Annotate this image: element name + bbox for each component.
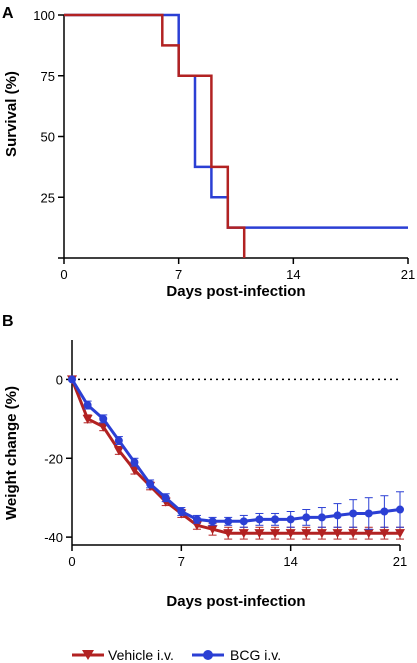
- legend-marker-triangle: [82, 650, 94, 660]
- weight-point-bcg: [177, 507, 186, 516]
- weight-point-vehicle: [316, 529, 327, 539]
- weight-point-vehicle: [332, 529, 343, 539]
- weight-point-vehicle: [270, 529, 281, 539]
- weight-point-vehicle: [363, 529, 374, 539]
- weight-point-vehicle: [238, 529, 249, 539]
- survival-line-bcg: [64, 13, 408, 229]
- weight-point-bcg: [286, 515, 295, 524]
- weight-line-bcg: [70, 378, 401, 523]
- weight-series-bcg: [68, 375, 404, 530]
- weight-point-bcg: [146, 479, 155, 488]
- weight-point-vehicle: [379, 529, 390, 539]
- survival-ticks: 0 7 14 21 25 50 75 100: [33, 8, 415, 282]
- weight-point-bcg: [317, 513, 326, 522]
- weight-point-vehicle: [113, 446, 124, 456]
- weight-line-vehicle: [70, 378, 400, 535]
- survival-y-axis-label: Survival (%): [3, 71, 20, 157]
- weight-x-tick-label: 7: [178, 554, 185, 569]
- weight-point-bcg: [68, 375, 76, 384]
- legend-label-bcg: BCG i.v.: [230, 647, 281, 663]
- weight-point-vehicle: [301, 529, 312, 539]
- survival-axes: [63, 15, 408, 259]
- weight-point-vehicle: [348, 529, 359, 539]
- weight-axes: [71, 340, 400, 546]
- weight-point-vehicle: [223, 529, 234, 539]
- weight-chart: B Days post-infection Weight change (%) …: [2, 313, 407, 610]
- weight-y-tick-label: 0: [56, 372, 63, 387]
- survival-series: [64, 13, 408, 258]
- weight-point-bcg: [302, 513, 311, 522]
- weight-point-bcg: [333, 511, 342, 520]
- weight-point-bcg: [192, 515, 201, 524]
- survival-x-tick-label: 0: [60, 267, 67, 282]
- weight-point-vehicle: [254, 529, 265, 539]
- weight-x-tick-label: 21: [393, 554, 407, 569]
- panel-label-a: A: [2, 5, 14, 22]
- weight-point-bcg: [255, 515, 264, 524]
- weight-point-bcg: [239, 517, 248, 526]
- weight-point-bcg: [380, 507, 389, 516]
- survival-y-tick-label: 100: [33, 8, 55, 23]
- weight-point-vehicle: [207, 525, 218, 535]
- survival-x-tick-label: 14: [286, 267, 300, 282]
- survival-chart: A Days post-infection Survival (%) 0 7 14 2…: [2, 5, 415, 300]
- weight-y-tick-label: -40: [44, 530, 63, 545]
- weight-point-vehicle: [395, 529, 405, 539]
- weight-y-axis-label: Weight change (%): [3, 386, 20, 520]
- weight-x-axis-label: Days post-infection: [166, 593, 305, 610]
- survival-line-vehicle: [64, 13, 246, 258]
- weight-point-vehicle: [98, 422, 109, 432]
- survival-y-tick-label: 50: [41, 130, 55, 145]
- weight-ticks: 0 7 14 21 0 -20 -40: [44, 372, 407, 569]
- weight-x-tick-label: 0: [68, 554, 75, 569]
- survival-x-tick-label: 7: [175, 267, 182, 282]
- weight-point-vehicle: [285, 529, 296, 539]
- weight-point-bcg: [114, 436, 123, 445]
- weight-y-tick-label: -20: [44, 451, 63, 466]
- weight-point-bcg: [271, 515, 280, 524]
- weight-point-bcg: [161, 493, 170, 502]
- survival-y-tick-label: 75: [41, 69, 55, 84]
- legend: Vehicle i.v. BCG i.v.: [72, 647, 281, 663]
- weight-point-vehicle: [82, 414, 93, 424]
- weight-point-bcg: [364, 509, 373, 518]
- weight-point-vehicle: [129, 466, 140, 476]
- survival-y-tick-label: 25: [41, 190, 55, 205]
- weight-point-bcg: [349, 509, 358, 518]
- legend-item-vehicle: Vehicle i.v.: [72, 647, 174, 663]
- weight-point-bcg: [208, 517, 217, 526]
- weight-point-bcg: [224, 517, 233, 526]
- legend-marker-circle: [203, 650, 213, 660]
- legend-item-bcg: BCG i.v.: [192, 647, 281, 663]
- weight-point-bcg: [99, 414, 108, 423]
- weight-x-tick-label: 14: [283, 554, 297, 569]
- legend-label-vehicle: Vehicle i.v.: [108, 647, 174, 663]
- panel-label-b: B: [2, 313, 14, 330]
- survival-x-axis-label: Days post-infection: [166, 283, 305, 300]
- weight-series: [67, 375, 405, 540]
- weight-point-bcg: [83, 401, 92, 410]
- survival-x-tick-label: 21: [401, 267, 415, 282]
- weight-point-bcg: [396, 505, 404, 514]
- weight-point-bcg: [130, 458, 139, 467]
